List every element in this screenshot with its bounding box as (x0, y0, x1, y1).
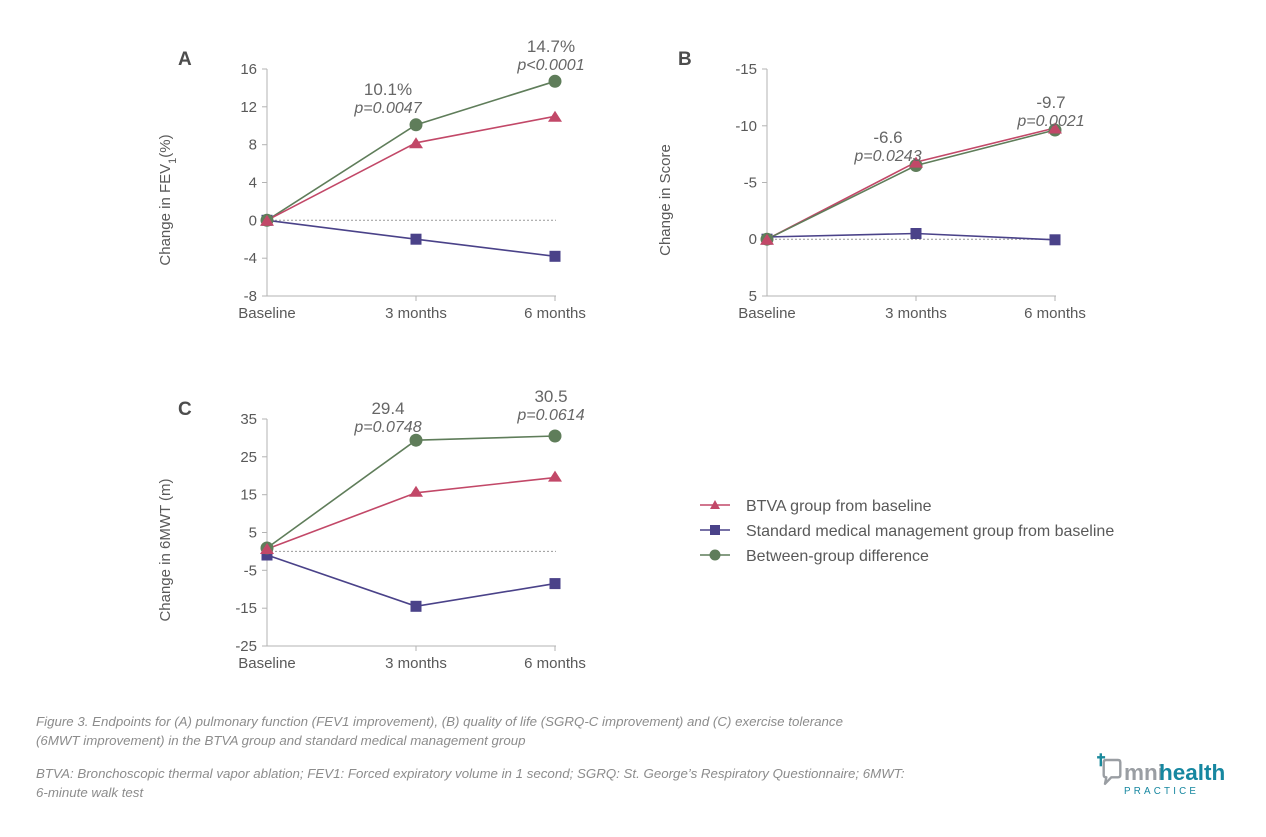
svg-text:3 months: 3 months (385, 305, 447, 322)
svg-text:p=0.0047: p=0.0047 (353, 100, 422, 117)
svg-text:PRACTICE: PRACTICE (1124, 786, 1199, 797)
svg-text:30.5: 30.5 (534, 390, 567, 406)
svg-text:-6.6: -6.6 (873, 128, 902, 147)
svg-text:6 months: 6 months (524, 305, 586, 322)
svg-text:Between-group difference: Between-group difference (746, 548, 929, 565)
svg-text:health: health (1159, 760, 1225, 785)
svg-text:-8: -8 (244, 288, 257, 305)
svg-text:Baseline: Baseline (238, 305, 296, 322)
svg-text:5: 5 (749, 288, 757, 305)
svg-text:-15: -15 (735, 61, 757, 78)
svg-text:3 months: 3 months (385, 655, 447, 672)
svg-text:mni: mni (1124, 760, 1164, 785)
svg-text:p=0.0614: p=0.0614 (516, 407, 584, 424)
svg-text:-5: -5 (244, 562, 257, 579)
svg-text:25: 25 (240, 449, 257, 466)
svg-text:-5: -5 (744, 175, 757, 192)
svg-text:Baseline: Baseline (238, 655, 296, 672)
svg-text:4: 4 (249, 175, 257, 192)
svg-text:p=0.0021: p=0.0021 (1016, 113, 1084, 130)
svg-text:0: 0 (249, 212, 257, 229)
svg-text:16: 16 (240, 61, 257, 78)
svg-text:5: 5 (249, 525, 257, 542)
svg-text:Baseline: Baseline (738, 305, 796, 322)
svg-text:8: 8 (249, 137, 257, 154)
svg-text:-25: -25 (235, 638, 257, 655)
svg-text:-4: -4 (244, 250, 257, 267)
svg-text:0: 0 (749, 231, 757, 248)
svg-text:-15: -15 (235, 600, 257, 617)
svg-text:p<0.0001: p<0.0001 (516, 57, 584, 74)
svg-text:10.1%: 10.1% (364, 80, 412, 99)
svg-text:14.7%: 14.7% (527, 40, 575, 56)
svg-text:Change in FEV1(%): Change in FEV1(%) (157, 134, 179, 265)
svg-text:p=0.0748: p=0.0748 (353, 419, 421, 436)
svg-text:Change in Score: Change in Score (657, 144, 674, 256)
svg-text:p=0.0243: p=0.0243 (853, 148, 921, 165)
svg-text:12: 12 (240, 99, 257, 116)
svg-text:Standard medical management gr: Standard medical management group from b… (746, 523, 1114, 540)
svg-text:BTVA group from baseline: BTVA group from baseline (746, 498, 932, 515)
svg-text:-10: -10 (735, 118, 757, 135)
svg-text:3 months: 3 months (885, 305, 947, 322)
svg-text:Change in 6MWT (m): Change in 6MWT (m) (157, 478, 174, 621)
svg-text:6 months: 6 months (524, 655, 586, 672)
svg-text:-9.7: -9.7 (1036, 93, 1065, 112)
svg-text:15: 15 (240, 487, 257, 504)
svg-text:29.4: 29.4 (371, 399, 404, 418)
svg-text:35: 35 (240, 411, 257, 428)
svg-text:6 months: 6 months (1024, 305, 1086, 322)
